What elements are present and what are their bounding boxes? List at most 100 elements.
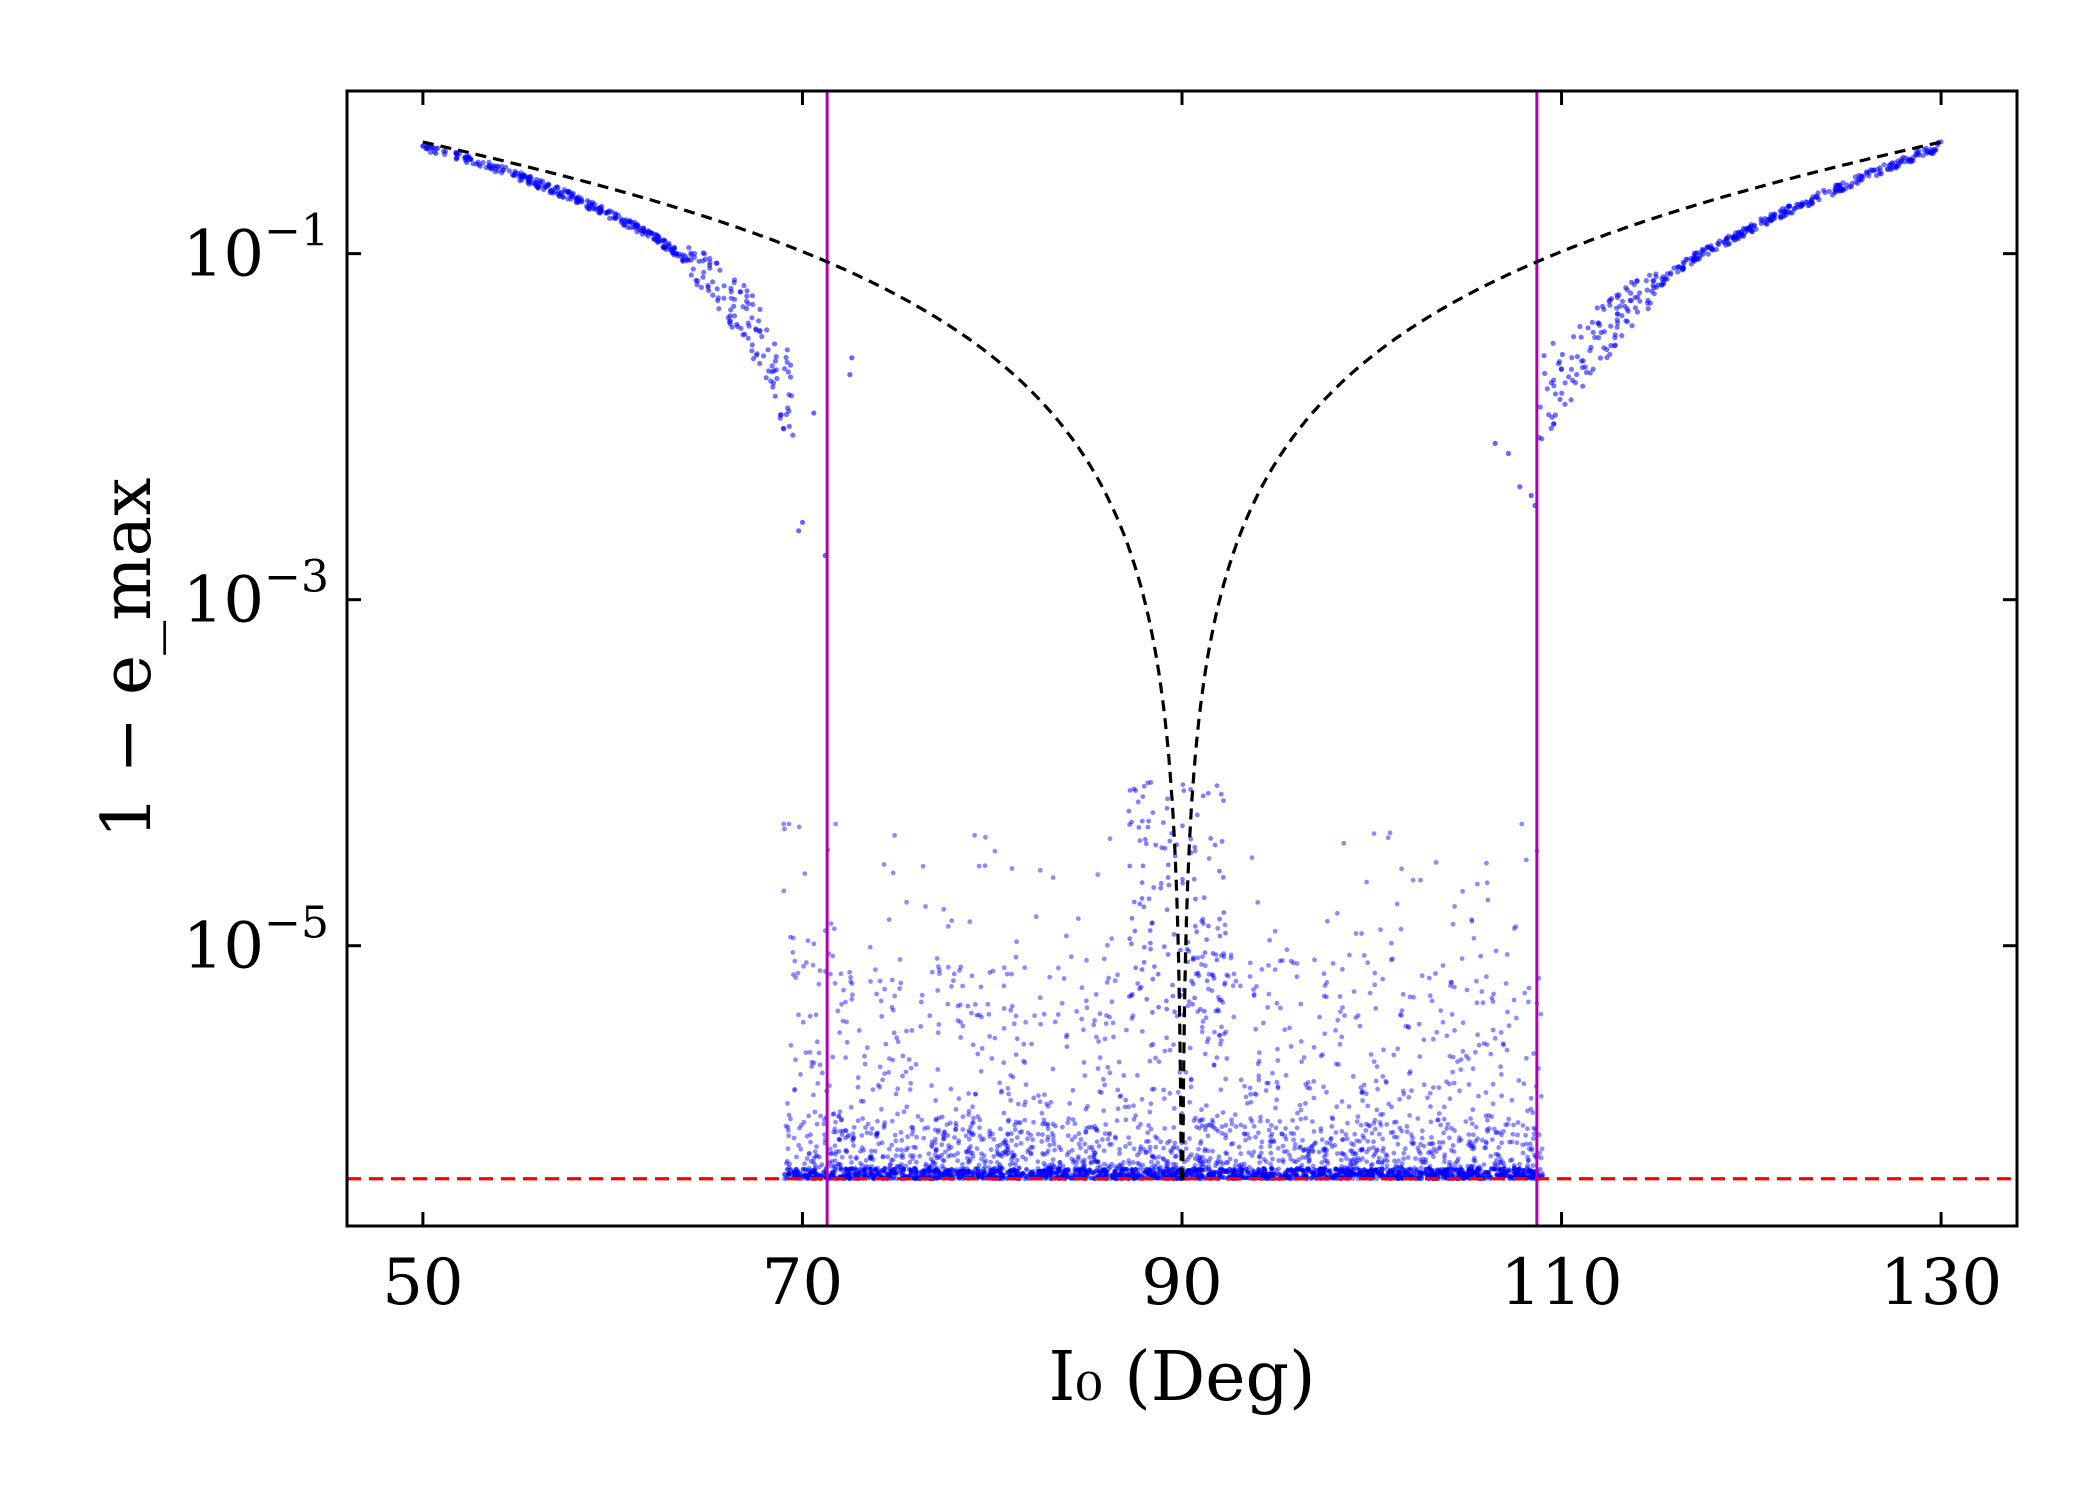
data-point	[1455, 1059, 1460, 1064]
data-point	[1541, 353, 1547, 359]
data-point	[1313, 1140, 1318, 1146]
data-point	[843, 1055, 848, 1060]
data-point	[817, 1154, 822, 1160]
data-point	[1484, 1127, 1490, 1133]
data-point	[966, 1136, 972, 1142]
data-point	[586, 206, 592, 212]
data-point	[1283, 1136, 1289, 1142]
data-point	[1156, 1004, 1161, 1010]
data-point	[811, 1155, 817, 1161]
data-point	[785, 1124, 791, 1130]
data-point	[1499, 1132, 1504, 1138]
data-point	[590, 199, 596, 205]
data-point	[976, 863, 982, 869]
data-point	[809, 1064, 815, 1069]
data-point	[1162, 1126, 1168, 1131]
data-point	[1221, 798, 1226, 803]
data-point	[1489, 995, 1495, 1001]
data-point	[1470, 1107, 1476, 1113]
data-point	[710, 292, 716, 298]
data-point	[1313, 1167, 1319, 1173]
data-point	[1223, 1150, 1229, 1156]
data-point	[1463, 1053, 1469, 1059]
data-point	[817, 968, 823, 973]
data-point	[1000, 1140, 1006, 1146]
data-point	[1258, 1114, 1263, 1120]
data-point	[1488, 1051, 1494, 1057]
data-point	[889, 977, 895, 983]
data-point	[1052, 1147, 1057, 1153]
data-point	[869, 1154, 874, 1160]
data-point	[936, 1127, 942, 1133]
data-point	[946, 1146, 951, 1152]
data-point	[1369, 1161, 1375, 1167]
data-point	[540, 178, 546, 184]
data-point	[1475, 1166, 1481, 1172]
data-point	[1345, 1120, 1350, 1126]
data-point	[1141, 904, 1147, 910]
data-point	[1105, 1136, 1111, 1142]
data-point	[1762, 216, 1768, 222]
data-point	[1151, 1086, 1157, 1092]
data-point	[785, 1101, 790, 1106]
data-point	[899, 1147, 904, 1153]
data-point	[1192, 848, 1198, 854]
data-point	[1500, 1041, 1506, 1046]
data-point	[1076, 1141, 1082, 1147]
data-point	[1499, 1072, 1504, 1077]
data-point	[1559, 390, 1565, 396]
data-point	[1005, 1132, 1011, 1137]
data-point	[923, 1161, 929, 1167]
data-point	[838, 1166, 844, 1171]
data-point	[1347, 952, 1352, 958]
data-point	[1390, 1129, 1396, 1135]
data-point	[1499, 1140, 1504, 1146]
data-point	[979, 1046, 985, 1051]
data-point	[1448, 979, 1454, 985]
data-point	[1056, 1169, 1062, 1175]
data-point	[970, 1154, 976, 1159]
data-point	[1148, 1101, 1154, 1107]
data-point	[792, 958, 798, 964]
data-point	[881, 1125, 887, 1130]
data-point	[843, 1127, 848, 1133]
data-point	[831, 1129, 837, 1135]
data-point	[1528, 1174, 1534, 1180]
data-point	[1014, 1135, 1020, 1140]
data-point	[721, 283, 727, 289]
data-point	[893, 1138, 899, 1144]
data-point	[1491, 1126, 1497, 1132]
data-point	[1421, 1037, 1427, 1043]
data-point	[1064, 1152, 1070, 1158]
data-point	[1172, 1154, 1178, 1160]
data-point	[982, 1160, 988, 1165]
data-point	[1443, 1167, 1449, 1172]
data-point	[1391, 1150, 1397, 1156]
y-tick-label: 10−5	[183, 898, 329, 984]
data-point	[1218, 1041, 1223, 1047]
data-point	[1213, 1126, 1219, 1132]
data-point	[1158, 881, 1164, 886]
data-point	[1083, 1130, 1089, 1135]
data-point	[1558, 366, 1564, 372]
data-point	[941, 1158, 947, 1164]
data-point	[1538, 1011, 1544, 1017]
data-point	[1297, 1145, 1302, 1151]
data-point	[1306, 1159, 1312, 1165]
data-point	[1380, 1074, 1386, 1079]
data-point	[1147, 1058, 1153, 1064]
data-point	[1209, 988, 1215, 994]
data-point	[1072, 1134, 1078, 1140]
data-point	[772, 393, 778, 399]
data-point	[1126, 1158, 1131, 1164]
data-point	[1291, 1131, 1297, 1137]
data-point	[1399, 1013, 1404, 1018]
data-point	[1265, 1118, 1270, 1124]
data-point	[1194, 1152, 1200, 1158]
data-point	[1508, 1158, 1513, 1163]
data-point	[1156, 1059, 1162, 1065]
data-point	[1391, 1119, 1397, 1125]
data-point	[882, 1120, 888, 1126]
data-point	[983, 834, 988, 840]
data-point	[1435, 1117, 1440, 1123]
